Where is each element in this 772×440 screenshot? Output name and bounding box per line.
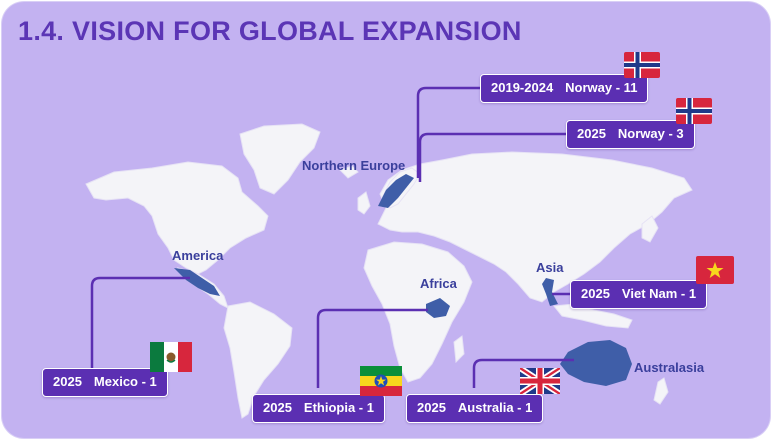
callout-label: Norway - 3 — [617, 126, 684, 141]
callout-australia-1: 2025 Australia - 1 — [406, 394, 544, 423]
mexico-flag-icon — [150, 342, 192, 372]
land-africa — [363, 241, 473, 383]
country-australia — [560, 340, 632, 386]
land-japan — [641, 215, 659, 243]
norway-flag-icon — [676, 98, 712, 124]
connector-ethiopia — [316, 308, 428, 388]
region-label-australasia: Australasia — [634, 360, 705, 375]
callout-label: Ethiopia - 1 — [303, 400, 374, 415]
connector-mexico — [90, 276, 190, 370]
region-label-northern-europe: Northern Europe — [302, 158, 406, 173]
land-north-america — [85, 161, 269, 275]
vietnam-flag-icon — [696, 256, 734, 284]
callout-year: 2025 — [577, 126, 606, 141]
callout-label: Norway - 11 — [565, 80, 638, 95]
land-iceland — [339, 165, 359, 179]
region-label-america: America — [172, 248, 224, 263]
callout-mexico-1: 2025 Mexico - 1 — [42, 368, 168, 397]
land-greenland — [239, 123, 321, 195]
callout-year: 2025 — [581, 286, 610, 301]
callout-ethiopia-1: 2025 Ethiopia - 1 — [252, 394, 385, 423]
norway-flag-icon — [624, 52, 660, 78]
land-uk — [357, 191, 371, 215]
connector-norway-11 — [416, 86, 484, 178]
page-title: 1.4. VISION FOR GLOBAL EXPANSION — [18, 16, 522, 46]
callout-label: Mexico - 1 — [93, 374, 157, 389]
land-madagascar — [453, 335, 465, 364]
connector-norway-3 — [418, 132, 568, 182]
land-eurasia — [377, 151, 693, 303]
country-vietnam — [542, 278, 558, 306]
callout-year: 2025 — [417, 400, 446, 415]
ethiopia-flag-icon — [360, 366, 402, 396]
callout-year: 2025 — [53, 374, 82, 389]
callout-norway-11: 2019-2024 Norway - 11 — [480, 74, 649, 103]
callout-label: Viet Nam - 1 — [621, 286, 697, 301]
callout-label: Australia - 1 — [457, 400, 533, 415]
callout-year: 2025 — [263, 400, 292, 415]
connector-australia — [472, 358, 574, 388]
uk-flag-icon — [520, 368, 560, 394]
country-norway — [378, 174, 414, 208]
country-mexico — [174, 268, 220, 296]
region-label-asia: Asia — [536, 260, 564, 275]
callout-year: 2019-2024 — [491, 80, 554, 95]
country-ethiopia — [426, 298, 450, 318]
callout-norway-3: 2025 Norway - 3 — [566, 120, 695, 149]
callout-vietnam-1: 2025 Viet Nam - 1 — [570, 280, 708, 309]
land-new-zealand — [653, 377, 669, 405]
region-label-africa: Africa — [420, 276, 457, 291]
